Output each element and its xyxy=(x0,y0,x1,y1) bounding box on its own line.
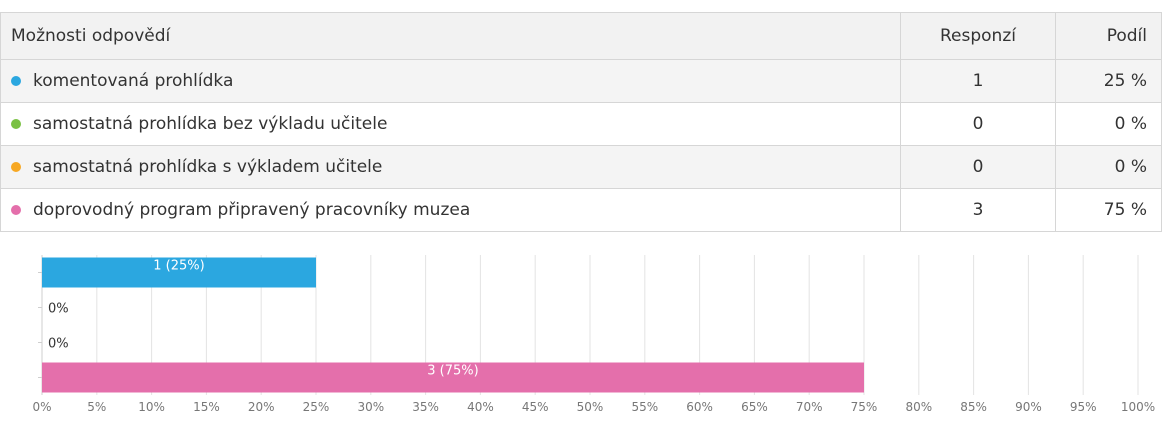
legend-dot-icon xyxy=(11,76,21,86)
option-label: doprovodný program připravený pracovníky… xyxy=(33,200,471,220)
option-label: samostatná prohlídka bez výkladu učitele xyxy=(33,114,388,134)
x-tick-label: 0% xyxy=(32,400,51,414)
x-tick-label: 55% xyxy=(631,400,658,414)
x-tick-label: 5% xyxy=(87,400,106,414)
x-tick-label: 100% xyxy=(1121,400,1155,414)
data-label: 1 (25%) xyxy=(153,259,204,274)
table-row: samostatná prohlídka bez výkladu učitele… xyxy=(0,103,1162,146)
x-tick-label: 45% xyxy=(522,400,549,414)
data-label: 3 (75%) xyxy=(427,364,478,379)
x-tick-label: 70% xyxy=(796,400,823,414)
responses-table: Možnosti odpovědí Responzí Podíl komento… xyxy=(0,12,1162,232)
legend-dot-icon xyxy=(11,119,21,129)
response-share: 0 % xyxy=(1114,114,1147,134)
x-tick-label: 80% xyxy=(905,400,932,414)
legend-dot-icon xyxy=(11,162,21,172)
x-tick-label: 50% xyxy=(577,400,604,414)
data-label: 0% xyxy=(48,302,69,317)
option-label: komentovaná prohlídka xyxy=(33,71,234,91)
bar xyxy=(42,362,864,393)
bar xyxy=(42,257,316,288)
x-tick-label: 60% xyxy=(686,400,713,414)
x-tick-label: 35% xyxy=(412,400,439,414)
header-options: Možnosti odpovědí xyxy=(1,13,901,59)
x-tick-label: 40% xyxy=(467,400,494,414)
x-tick-label: 85% xyxy=(960,400,987,414)
x-tick-label: 90% xyxy=(1015,400,1042,414)
x-tick-label: 30% xyxy=(357,400,384,414)
response-share: 75 % xyxy=(1103,200,1147,220)
x-tick-label: 75% xyxy=(851,400,878,414)
x-tick-label: 15% xyxy=(193,400,220,414)
x-tick-label: 10% xyxy=(138,400,165,414)
x-tick-label: 95% xyxy=(1070,400,1097,414)
table-row: samostatná prohlídka s výkladem učitele … xyxy=(0,146,1162,189)
response-count: 1 xyxy=(901,60,1056,102)
x-tick-label: 65% xyxy=(741,400,768,414)
table-row: doprovodný program připravený pracovníky… xyxy=(0,189,1162,232)
table-row: komentovaná prohlídka 1 25 % xyxy=(0,60,1162,103)
option-label: samostatná prohlídka s výkladem učitele xyxy=(33,157,383,177)
bar-chart-svg: 0% 5% 10% 15% 20% 25% 30% 35% 40% 45% 50% 55% 60% 65%… xyxy=(32,255,1155,414)
response-count: 0 xyxy=(901,146,1056,188)
bar-chart: 0% 5% 10% 15% 20% 25% 30% 35% 40% 45% 50% 55% 60% 65%… xyxy=(0,240,1167,429)
legend-dot-icon xyxy=(11,205,21,215)
data-label: 0% xyxy=(48,337,69,352)
response-count: 3 xyxy=(901,189,1056,231)
x-tick-label: 20% xyxy=(248,400,275,414)
x-tick-label: 25% xyxy=(303,400,330,414)
response-share: 0 % xyxy=(1114,157,1147,177)
table-header-row: Možnosti odpovědí Responzí Podíl xyxy=(0,12,1162,60)
response-count: 0 xyxy=(901,103,1056,145)
response-share: 25 % xyxy=(1103,71,1147,91)
header-share: Podíl xyxy=(1106,26,1147,46)
header-responses: Responzí xyxy=(901,13,1056,59)
